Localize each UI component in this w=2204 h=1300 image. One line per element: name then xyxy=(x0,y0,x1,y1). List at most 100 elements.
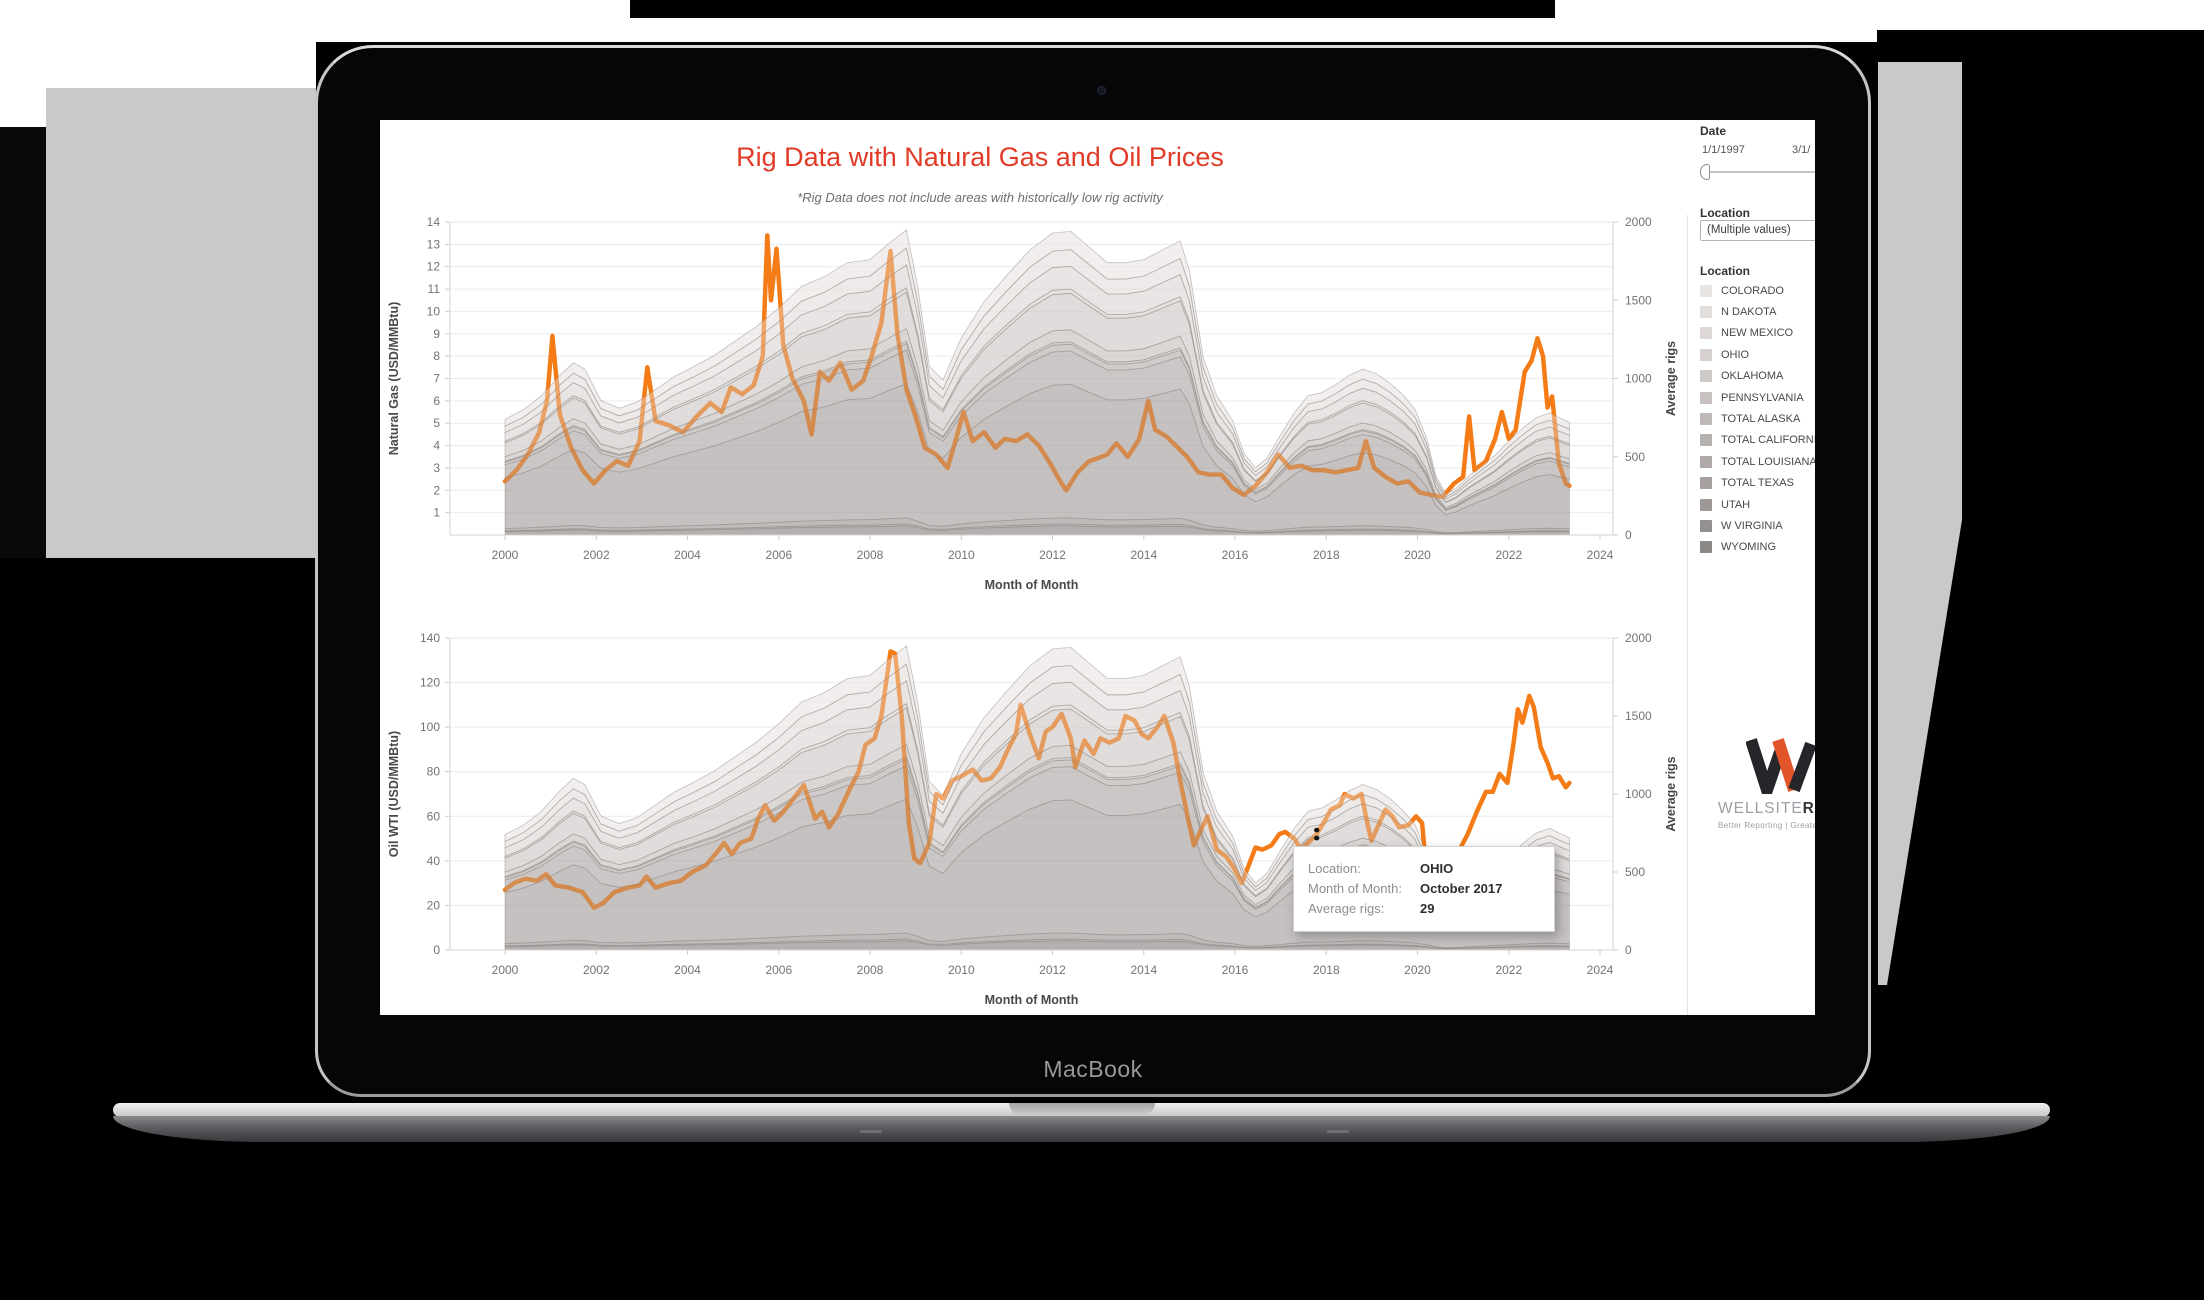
svg-text:1000: 1000 xyxy=(1625,787,1652,801)
svg-text:Oil WTI (USD/MMBtu): Oil WTI (USD/MMBtu) xyxy=(387,731,401,857)
legend-swatch[interactable] xyxy=(1700,284,1712,297)
date-range-start: 1/1/1997 xyxy=(1702,144,1745,156)
legend-item-w-virginia[interactable]: W VIRGINIA xyxy=(1700,515,1815,536)
svg-text:0: 0 xyxy=(433,943,440,957)
base-detail xyxy=(1327,1130,1349,1133)
location-dropdown[interactable]: (Multiple values) xyxy=(1700,220,1815,241)
dashboard-title: Rig Data with Natural Gas and Oil Prices xyxy=(736,142,1224,172)
legend-item-oklahoma[interactable]: OKLAHOMA xyxy=(1700,366,1815,387)
location-filter-label: Location xyxy=(1700,206,1750,220)
svg-text:2022: 2022 xyxy=(1495,963,1522,977)
zone-divider xyxy=(1687,215,1688,1015)
legend-label: TOTAL LOUISIANA xyxy=(1721,455,1815,468)
legend-item-n-dakota[interactable]: N DAKOTA xyxy=(1700,301,1815,322)
legend-item-ohio[interactable]: OHIO xyxy=(1700,344,1815,365)
svg-text:4: 4 xyxy=(433,439,440,453)
wellsite-w-icon xyxy=(1746,738,1815,794)
legend-item-pennsylvania[interactable]: PENNSYLVANIA xyxy=(1700,387,1815,408)
svg-text:Average rigs: Average rigs xyxy=(1664,756,1678,831)
svg-text:11: 11 xyxy=(428,282,441,296)
macbook-screen: Rig Data with Natural Gas and Oil Prices… xyxy=(380,120,1815,1015)
legend-item-new-mexico[interactable]: NEW MEXICO xyxy=(1700,323,1815,344)
legend-label: WYOMING xyxy=(1721,541,1776,554)
legend-swatch[interactable] xyxy=(1700,391,1712,404)
legend-label: UTAH xyxy=(1721,498,1751,511)
svg-text:2020: 2020 xyxy=(1404,548,1431,562)
macbook-base xyxy=(113,1103,2050,1143)
svg-text:20: 20 xyxy=(427,898,441,912)
location-legend: COLORADO N DAKOTA NEW MEXICO OHIO OKLAHOMA PE… xyxy=(1700,280,1815,558)
legend-label: PENNSYLVANIA xyxy=(1721,391,1804,404)
svg-text:2000: 2000 xyxy=(1625,215,1652,229)
legend-item-total-texas[interactable]: TOTAL TEXAS xyxy=(1700,473,1815,494)
dashboard-subtitle: *Rig Data does not include areas with hi… xyxy=(797,190,1163,205)
svg-text:Natural Gas (USD/MMBtu): Natural Gas (USD/MMBtu) xyxy=(387,302,401,455)
svg-text:Month of Month: Month of Month xyxy=(985,993,1079,1007)
legend-label: OKLAHOMA xyxy=(1721,370,1784,383)
selected-mark[interactable] xyxy=(1314,827,1320,841)
plot-area[interactable] xyxy=(449,637,1614,951)
svg-text:2014: 2014 xyxy=(1130,963,1157,977)
date-slider-handle[interactable] xyxy=(1700,164,1710,180)
svg-text:13: 13 xyxy=(427,237,441,251)
legend-swatch[interactable] xyxy=(1700,413,1712,426)
tooltip-row: Average rigs: 29 xyxy=(1308,901,1435,916)
legend-swatch[interactable] xyxy=(1700,434,1712,447)
legend-swatch[interactable] xyxy=(1700,370,1712,383)
webcam-icon xyxy=(1097,86,1106,95)
svg-text:Month of Month: Month of Month xyxy=(985,578,1079,592)
oil-wti-rigs-chart[interactable]: 0 20 40 60 80 100 120 140 0 500 1000 1500 2000 2000 20… xyxy=(380,620,1690,1015)
tooltip-row: Location: OHIO xyxy=(1308,861,1454,876)
legend-label: W VIRGINIA xyxy=(1721,519,1783,532)
legend-swatch[interactable] xyxy=(1700,306,1712,319)
macbook-logo-text: MacBook xyxy=(1043,1056,1143,1082)
svg-text:1500: 1500 xyxy=(1625,709,1652,723)
legend-swatch[interactable] xyxy=(1700,498,1712,511)
svg-text:2004: 2004 xyxy=(674,963,701,977)
dashboard: Rig Data with Natural Gas and Oil Prices… xyxy=(380,120,1815,1015)
legend-swatch[interactable] xyxy=(1700,541,1712,554)
svg-text:2006: 2006 xyxy=(765,963,792,977)
legend-swatch[interactable] xyxy=(1700,477,1712,490)
legend-swatch[interactable] xyxy=(1700,327,1712,340)
legend-item-total-california[interactable]: TOTAL CALIFORNIA xyxy=(1700,430,1815,451)
plot-area[interactable] xyxy=(449,221,1614,536)
axis-tick-labels: 0 20 40 60 80 100 120 140 0 500 1000 1500 2000 2000 20… xyxy=(420,631,1652,977)
legend-item-utah[interactable]: UTAH xyxy=(1700,494,1815,515)
svg-text:2016: 2016 xyxy=(1222,548,1249,562)
legend-title: Location xyxy=(1700,264,1750,278)
svg-text:2016: 2016 xyxy=(1222,963,1249,977)
date-range-end: 3/1/ xyxy=(1792,144,1811,156)
svg-text:2012: 2012 xyxy=(1039,963,1066,977)
legend-swatch[interactable] xyxy=(1700,519,1712,532)
svg-text:2002: 2002 xyxy=(583,963,610,977)
legend-swatch[interactable] xyxy=(1700,455,1712,468)
logo-wordmark: WELLSITEREPO xyxy=(1718,800,1815,817)
legend-item-total-alaska[interactable]: TOTAL ALASKA xyxy=(1700,408,1815,429)
tooltip-row: Month of Month: October 2017 xyxy=(1308,881,1503,896)
svg-text:1: 1 xyxy=(433,506,440,520)
date-filter-label: Date xyxy=(1700,124,1727,138)
svg-text:2022: 2022 xyxy=(1495,548,1522,562)
wellsite-report-logo: WELLSITEREPO Better Reporting | Greater … xyxy=(1718,738,1815,830)
legend-label: N DAKOTA xyxy=(1721,306,1777,319)
legend-item-colorado[interactable]: COLORADO xyxy=(1700,280,1815,301)
svg-text:2024: 2024 xyxy=(1587,963,1614,977)
legend-item-total-louisiana[interactable]: TOTAL LOUISIANA xyxy=(1700,451,1815,472)
legend-item-wyoming[interactable]: WYOMING xyxy=(1700,537,1815,558)
legend-label: TOTAL ALASKA xyxy=(1721,413,1801,426)
svg-text:2008: 2008 xyxy=(857,963,884,977)
svg-text:12: 12 xyxy=(427,260,441,274)
svg-text:7: 7 xyxy=(433,372,440,386)
svg-text:2024: 2024 xyxy=(1587,548,1614,562)
date-slider-track[interactable] xyxy=(1702,171,1815,173)
svg-text:1500: 1500 xyxy=(1625,293,1652,307)
svg-text:500: 500 xyxy=(1625,450,1645,464)
base-body xyxy=(113,1116,2050,1142)
legend-swatch[interactable] xyxy=(1700,348,1712,361)
svg-text:5: 5 xyxy=(433,416,440,430)
svg-text:60: 60 xyxy=(427,809,441,823)
svg-text:6: 6 xyxy=(433,394,440,408)
